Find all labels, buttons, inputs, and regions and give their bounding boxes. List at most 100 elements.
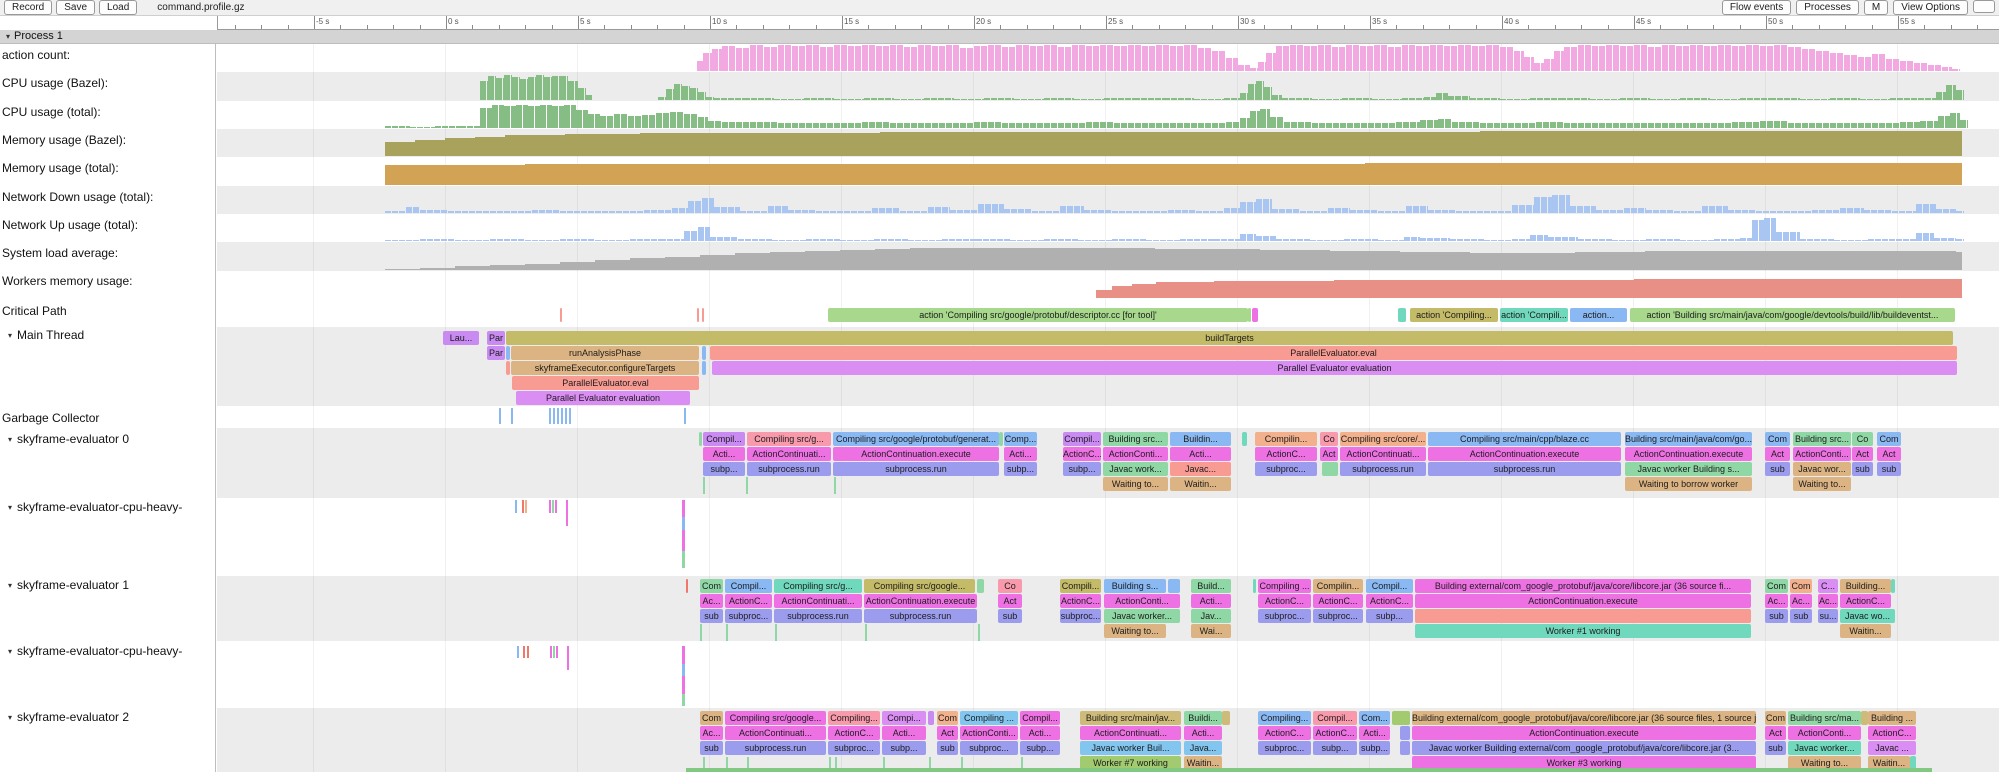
timeline-event[interactable]: Com	[1765, 432, 1790, 446]
timeline-event[interactable]: Compiling src/google/protobuf/generat...	[833, 432, 999, 446]
timeline-event[interactable]: subproc...	[1258, 741, 1311, 755]
timeline-event[interactable]: Compil...	[1366, 579, 1413, 593]
timeline-event[interactable]	[1253, 579, 1256, 593]
timeline-event[interactable]: sub	[937, 741, 958, 755]
timeline-event[interactable]	[928, 711, 934, 725]
timeline-event[interactable]: subprocess.run	[747, 462, 831, 476]
timeline-event[interactable]: subp...	[882, 741, 926, 755]
timeline-event[interactable]: Act	[1877, 447, 1901, 461]
timeline-event[interactable]: Compil...	[725, 579, 772, 593]
timeline-event[interactable]: action...	[1570, 308, 1627, 322]
timeline-event[interactable]: subp...	[1020, 741, 1060, 755]
timeline-event[interactable]: Javac wor...	[1793, 462, 1851, 476]
process-header[interactable]: ▾ Process 1	[0, 30, 1999, 44]
timeline-event[interactable]: Com	[700, 579, 723, 593]
timeline-event[interactable]: Compi...	[882, 711, 926, 725]
timeline-event[interactable]: ActionContinuati...	[1080, 726, 1181, 740]
timeline-event[interactable]: sub	[1765, 462, 1790, 476]
timeline-event[interactable]	[702, 346, 706, 360]
timeline-event[interactable]: Act	[1765, 726, 1786, 740]
timeline-event[interactable]: Compil...	[1313, 711, 1357, 725]
timeline-event[interactable]: subprocess.run	[833, 462, 999, 476]
timeline-event[interactable]: Ac...	[700, 594, 723, 608]
timeline-event[interactable]: Com	[700, 711, 723, 725]
cpu-heavy-event[interactable]	[682, 530, 685, 551]
extra-button[interactable]	[1973, 0, 1995, 13]
timeline-event[interactable]: Javac worker Buil...	[1080, 741, 1181, 755]
timeline-event[interactable]: Par	[487, 331, 505, 345]
timeline-event[interactable]	[1415, 609, 1751, 623]
track-label-expandable[interactable]: ▾ skyframe-evaluator 0	[8, 432, 129, 446]
timeline-event[interactable]: Buildin...	[1170, 432, 1231, 446]
timeline-event[interactable]: Compiling src/core/...	[1340, 432, 1426, 446]
cpu-heavy-event[interactable]	[553, 646, 555, 658]
timeline-event[interactable]: subp...	[1313, 741, 1357, 755]
timeline-event[interactable]: ActionConti...	[1793, 447, 1851, 461]
timeline-event[interactable]: Acti...	[1170, 447, 1231, 461]
timeline-event[interactable]	[1322, 462, 1338, 476]
timeline-event[interactable]	[702, 308, 704, 322]
timeline-event[interactable]: Com	[1765, 579, 1788, 593]
timeline-event[interactable]	[1400, 741, 1410, 755]
timeline-event[interactable]: Compiling ...	[960, 711, 1018, 725]
cpu-heavy-event[interactable]	[682, 646, 685, 664]
timeline-event[interactable]: Java...	[1184, 741, 1222, 755]
timeline-event[interactable]: Compilin...	[1255, 432, 1317, 446]
timeline-event[interactable]: subproc...	[960, 741, 1018, 755]
track-label-expandable[interactable]: ▾ skyframe-evaluator-cpu-heavy-	[8, 500, 182, 514]
timeline-event[interactable]: sub	[700, 609, 723, 623]
timeline-event[interactable]: subproc...	[1060, 609, 1101, 623]
timeline-event[interactable]: Building src/ma...	[1788, 711, 1861, 725]
timeline-event[interactable]: ActionC...	[1063, 447, 1101, 461]
timeline-event[interactable]: Javac wo...	[1840, 609, 1895, 623]
timeline-event[interactable]: sub	[1765, 609, 1788, 623]
cpu-heavy-event[interactable]	[556, 646, 558, 658]
timeline-event[interactable]: Com...	[1359, 711, 1390, 725]
timeline-event[interactable]: sub	[1877, 462, 1901, 476]
timeline-event[interactable]: Javac worker...	[1104, 609, 1180, 623]
timeline-event[interactable]: Co	[1320, 432, 1338, 446]
cpu-heavy-event[interactable]	[515, 500, 517, 513]
timeline-event[interactable]: Javac work...	[1103, 462, 1168, 476]
timeline-event[interactable]: Compiling src/google...	[864, 579, 975, 593]
timeline-event[interactable]: Ac...	[700, 726, 723, 740]
timeline-event[interactable]: Compil...	[1063, 432, 1101, 446]
timeline-event[interactable]	[1248, 308, 1251, 322]
timeline-event[interactable]: Building external/com_google_protobuf/ja…	[1415, 579, 1751, 593]
timeline-event[interactable]: ActionC...	[725, 594, 772, 608]
timeline-event[interactable]: Parallel Evaluator evaluation	[516, 391, 690, 405]
timeline-event[interactable]	[697, 308, 699, 322]
timeline-event[interactable]: Waiting to...	[1104, 624, 1166, 638]
timeline-event[interactable]: Ac...	[1765, 594, 1788, 608]
cpu-heavy-event[interactable]	[549, 500, 551, 513]
timeline-event[interactable]: subp...	[703, 462, 745, 476]
timeline-event[interactable]	[999, 432, 1003, 446]
timeline-event[interactable]	[1910, 756, 1916, 770]
timeline-event[interactable]: ActionC...	[1255, 447, 1317, 461]
timeline-event[interactable]: Act	[1765, 447, 1790, 461]
timeline-event[interactable]: Building src/main/java/com/go...	[1625, 432, 1752, 446]
timeline-event[interactable]: Acti...	[882, 726, 926, 740]
timeline-event[interactable]: Worker #3 working	[1412, 756, 1756, 770]
timeline-event[interactable]: ActionContinuation.execute	[864, 594, 977, 608]
timeline-event[interactable]: Buildi...	[1184, 711, 1222, 725]
timeline-event[interactable]	[560, 308, 562, 322]
timeline-event[interactable]: subprocess.run	[1428, 462, 1621, 476]
timeline-event[interactable]: Building...	[1840, 579, 1891, 593]
timeline-event[interactable]: Javac worker...	[1788, 741, 1861, 755]
timeline-event[interactable]: C...	[1818, 579, 1838, 593]
timeline-event[interactable]: runAnalysisPhase	[511, 346, 699, 360]
timeline-event[interactable]: Com	[1877, 432, 1901, 446]
timeline-event[interactable]: ParallelEvaluator.eval	[710, 346, 1957, 360]
cpu-heavy-event[interactable]	[517, 646, 519, 658]
timeline-event[interactable]: sub	[1790, 609, 1812, 623]
track-label-expandable[interactable]: ▾ skyframe-evaluator-cpu-heavy-	[8, 644, 182, 658]
timeline-event[interactable]: Waiting to...	[1788, 756, 1861, 770]
timeline-event[interactable]: Javac worker Building external/com_googl…	[1412, 741, 1756, 755]
timeline-event[interactable]: ActionContinuati...	[725, 726, 826, 740]
track-label-expandable[interactable]: ▾ skyframe-evaluator 1	[8, 578, 129, 592]
timeline-event[interactable]	[1400, 726, 1410, 740]
metrics-button[interactable]: M	[1863, 0, 1889, 15]
timeline-event[interactable]: subp...	[1359, 741, 1390, 755]
timeline-event[interactable]: ActionContinuati...	[747, 447, 831, 461]
